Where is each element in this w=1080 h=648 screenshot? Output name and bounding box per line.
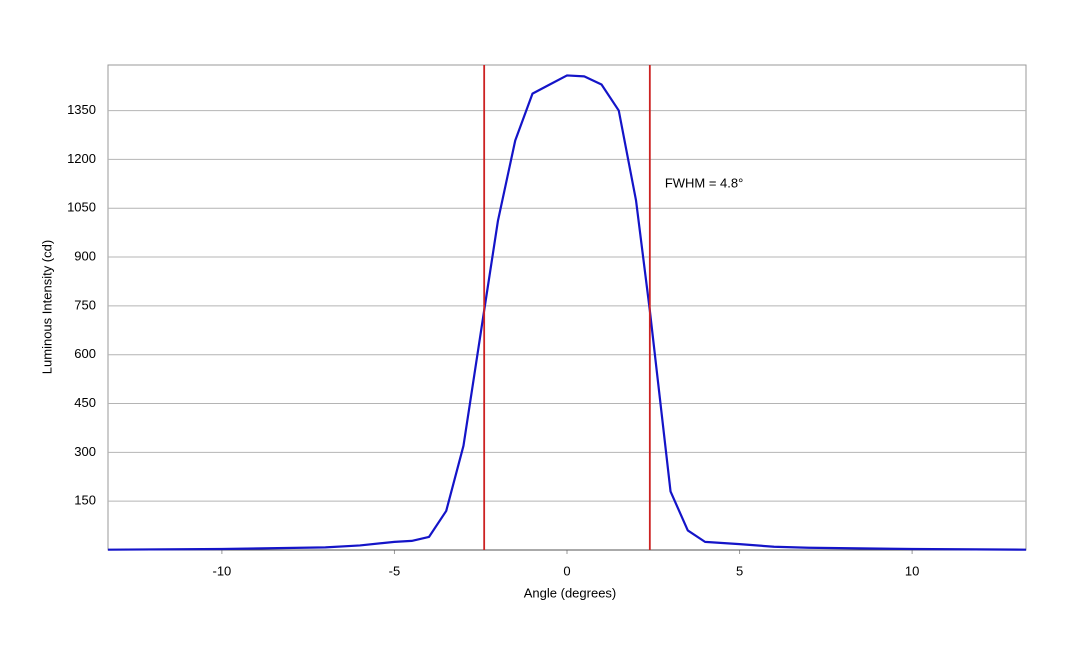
y-tick-label: 750	[74, 297, 96, 312]
y-tick-label: 1350	[67, 102, 96, 117]
x-tick-label: -10	[212, 563, 231, 578]
y-tick-label: 450	[74, 395, 96, 410]
x-tick-label: 10	[905, 563, 919, 578]
x-tick-label: -5	[389, 563, 401, 578]
data-line	[107, 74, 1027, 551]
x-tick-label: 5	[736, 563, 743, 578]
y-tick-label: 600	[74, 346, 96, 361]
y-axis-label: Luminous Intensity (cd)	[39, 240, 54, 374]
y-tick-label: 1050	[67, 200, 96, 215]
x-tick-label: 0	[563, 563, 570, 578]
y-tick-label: 300	[74, 444, 96, 459]
y-tick-label: 1200	[67, 151, 96, 166]
x-axis-label: Angle (degrees)	[524, 585, 617, 600]
y-tick-label: 150	[74, 493, 96, 508]
y-tick-label: 900	[74, 248, 96, 263]
plot-frame	[107, 64, 1027, 551]
annotation: FWHM = 4.8°	[665, 175, 744, 190]
